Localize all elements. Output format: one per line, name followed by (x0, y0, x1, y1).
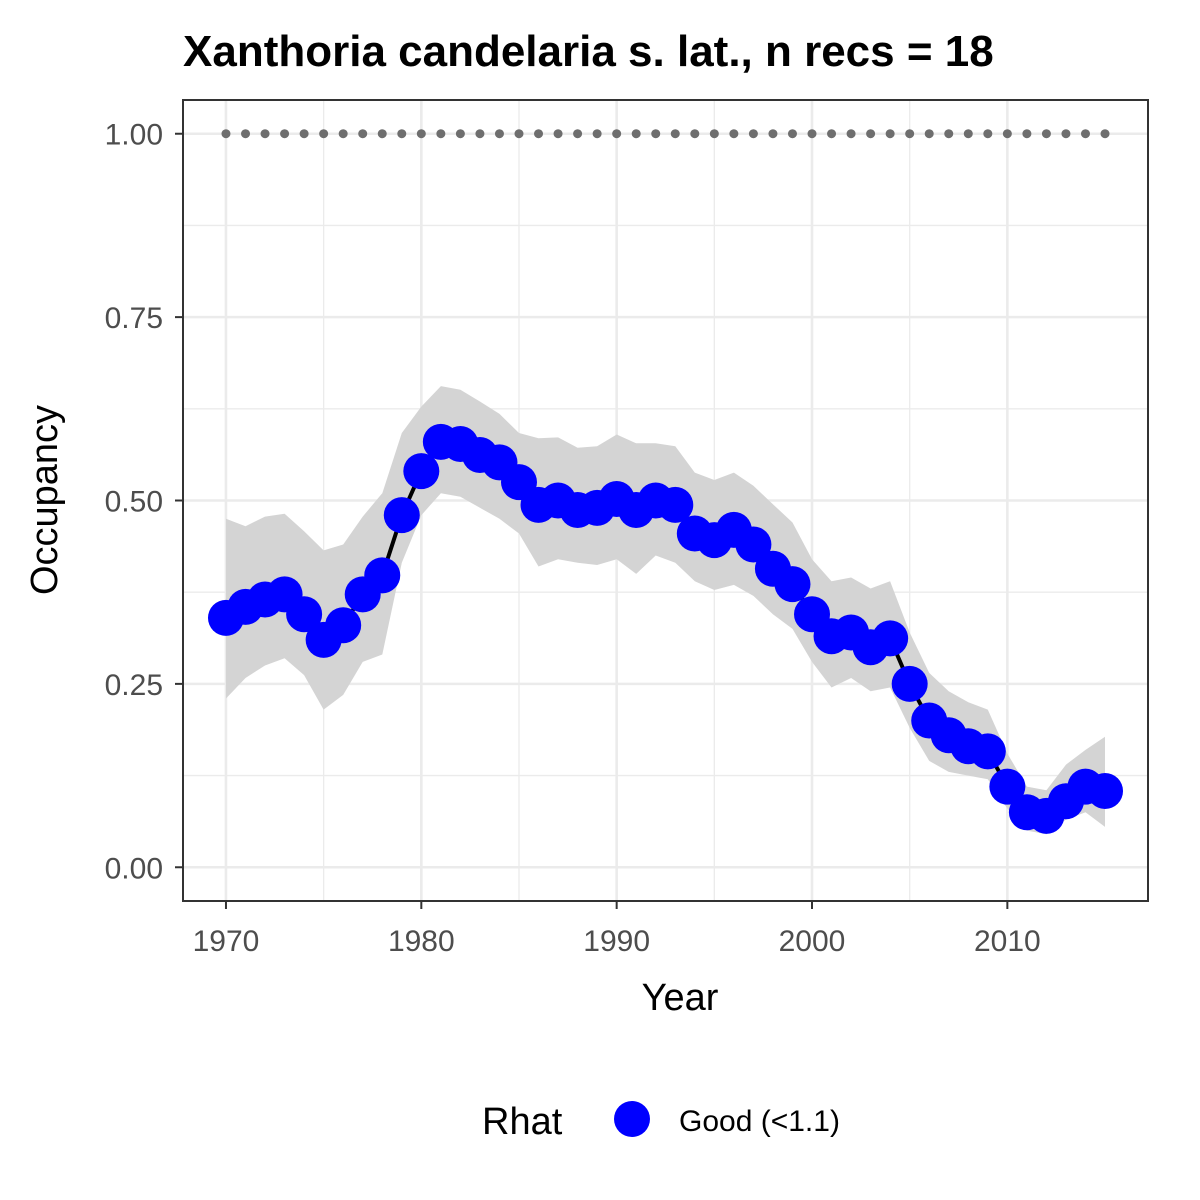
reference-point (670, 129, 680, 139)
reference-point (338, 129, 348, 139)
reference-point (455, 129, 465, 139)
x-tick-label: 2010 (974, 925, 1041, 958)
reference-point (612, 129, 622, 139)
y-tick-label: 0.50 (105, 486, 163, 519)
reference-point (748, 129, 758, 139)
reference-point (709, 129, 719, 139)
reference-point (436, 129, 446, 139)
data-point (774, 566, 811, 603)
data-point (403, 453, 440, 490)
y-axis-title: Occupancy (24, 405, 66, 595)
reference-point (475, 129, 485, 139)
reference-point (514, 129, 524, 139)
y-axis: 0.00 0.25 0.50 0.75 1.00 (105, 119, 183, 885)
reference-point (260, 129, 270, 139)
reference-point (963, 129, 973, 139)
reference-point (319, 129, 329, 139)
reference-point (494, 129, 504, 139)
reference-point (866, 129, 876, 139)
reference-point (983, 129, 993, 139)
reference-point (397, 129, 407, 139)
y-tick-label: 0.75 (105, 302, 163, 335)
x-tick-label: 2000 (779, 925, 846, 958)
reference-point (299, 129, 309, 139)
legend-key-good (614, 1101, 650, 1137)
data-point (891, 665, 928, 702)
data-point (325, 607, 362, 644)
data-point (969, 733, 1006, 770)
reference-point (905, 129, 915, 139)
x-axis-title: Year (642, 977, 719, 1019)
reference-point (827, 129, 837, 139)
reference-point (846, 129, 856, 139)
reference-point (280, 129, 290, 139)
data-point (383, 497, 420, 534)
reference-point (631, 129, 641, 139)
reference-point (885, 129, 895, 139)
x-tick-label: 1980 (388, 925, 455, 958)
reference-point (241, 129, 251, 139)
data-point (989, 768, 1026, 805)
legend-label-good: Good (<1.1) (679, 1105, 840, 1138)
reference-point (592, 129, 602, 139)
reference-point (1080, 129, 1090, 139)
y-tick-label: 0.00 (105, 852, 163, 885)
reference-point (1041, 129, 1051, 139)
x-tick-label: 1970 (193, 925, 260, 958)
data-point (286, 596, 323, 633)
occupancy-series (207, 423, 1124, 834)
reference-point (729, 129, 739, 139)
reference-point (651, 129, 661, 139)
y-tick-label: 0.25 (105, 669, 163, 702)
x-tick-label: 1990 (583, 925, 650, 958)
data-point (1087, 772, 1124, 809)
data-point (657, 486, 694, 523)
legend-title: Rhat (482, 1101, 563, 1143)
reference-point (377, 129, 387, 139)
reference-point (358, 129, 368, 139)
reference-point (573, 129, 583, 139)
reference-point (768, 129, 778, 139)
reference-point (807, 129, 817, 139)
reference-point (1002, 129, 1012, 139)
data-point (735, 526, 772, 563)
reference-point (944, 129, 954, 139)
y-tick-label: 1.00 (105, 119, 163, 152)
reference-point (787, 129, 797, 139)
chart-title: Xanthoria candelaria s. lat., n recs = 1… (183, 27, 994, 76)
x-axis: 1970 1980 1990 2000 2010 (193, 901, 1041, 958)
reference-point (1100, 129, 1110, 139)
data-point (364, 557, 401, 594)
reference-point (221, 129, 231, 139)
reference-series (221, 129, 1110, 139)
reference-point (1022, 129, 1032, 139)
reference-point (1061, 129, 1071, 139)
reference-point (924, 129, 934, 139)
reference-point (534, 129, 544, 139)
reference-point (690, 129, 700, 139)
legend: Rhat Good (<1.1) (482, 1101, 840, 1143)
data-point (872, 620, 909, 657)
reference-point (416, 129, 426, 139)
reference-point (553, 129, 563, 139)
